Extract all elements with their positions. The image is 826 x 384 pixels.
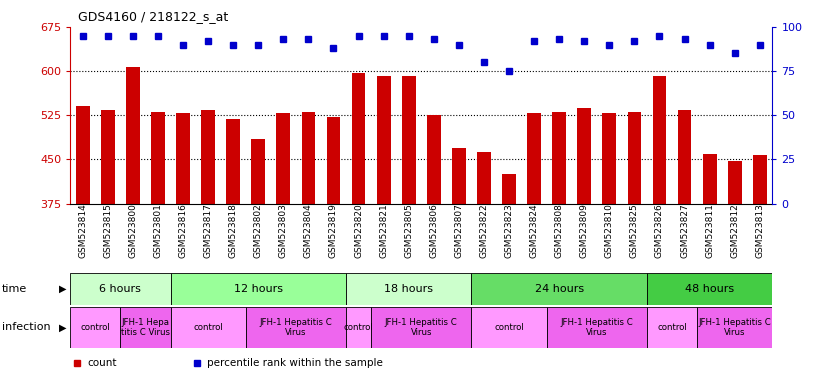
Bar [202,111,215,204]
Bar [70,307,121,348]
Text: GSM523810: GSM523810 [605,204,614,258]
Bar [728,161,742,204]
Text: GSM523807: GSM523807 [454,204,463,258]
Text: JFH-1 Hepatitis C
Virus: JFH-1 Hepatitis C Virus [560,318,634,337]
Bar [101,110,115,204]
Text: GSM523806: GSM523806 [430,204,439,258]
Bar [346,273,472,305]
Bar [352,73,365,204]
Text: 12 hours: 12 hours [234,284,282,294]
Text: control: control [344,323,373,332]
Text: GSM523815: GSM523815 [103,204,112,258]
Text: GSM523823: GSM523823 [505,204,514,258]
Bar [176,113,190,204]
Bar [697,307,772,348]
Bar [502,174,516,204]
Bar [226,119,240,204]
Bar [326,117,340,204]
Bar [377,76,391,204]
Text: GSM523818: GSM523818 [229,204,238,258]
Text: 18 hours: 18 hours [384,284,433,294]
Bar [547,307,647,348]
Text: GSM523800: GSM523800 [128,204,137,258]
Bar [170,307,246,348]
Text: JFH-1 Hepatitis C
Virus: JFH-1 Hepatitis C Virus [385,318,458,337]
Bar [452,148,466,204]
Text: GSM523819: GSM523819 [329,204,338,258]
Bar [677,110,691,204]
Bar [472,273,647,305]
Bar [246,307,346,348]
Bar [527,113,541,204]
Text: GSM523820: GSM523820 [354,204,363,258]
Text: 24 hours: 24 hours [534,284,584,294]
Text: GSM523821: GSM523821 [379,204,388,258]
Text: 48 hours: 48 hours [685,284,734,294]
Text: GSM523809: GSM523809 [580,204,589,258]
Bar [577,108,591,204]
Bar [553,112,566,204]
Text: percentile rank within the sample: percentile rank within the sample [207,358,383,368]
Bar [346,307,371,348]
Bar [602,113,616,204]
Bar [628,112,641,204]
Bar [251,139,265,204]
Text: control: control [193,323,223,332]
Bar [427,115,441,204]
Text: GSM523826: GSM523826 [655,204,664,258]
Bar [301,112,316,204]
Text: time: time [2,284,27,294]
Text: GSM523813: GSM523813 [755,204,764,258]
Text: GSM523814: GSM523814 [78,204,88,258]
Bar [170,273,346,305]
Text: GDS4160 / 218122_s_at: GDS4160 / 218122_s_at [78,10,229,23]
Text: ▶: ▶ [59,322,66,333]
Text: GSM523822: GSM523822 [479,204,488,258]
Text: infection: infection [2,322,50,333]
Text: JFH-1 Hepatitis C
Virus: JFH-1 Hepatitis C Virus [698,318,771,337]
Text: control: control [657,323,687,332]
Bar [70,273,170,305]
Text: GSM523801: GSM523801 [154,204,163,258]
Text: control: control [80,323,110,332]
Bar [401,76,415,204]
Bar [371,307,472,348]
Text: GSM523824: GSM523824 [529,204,539,258]
Text: GSM523803: GSM523803 [279,204,287,258]
Text: count: count [88,358,117,368]
Text: control: control [494,323,524,332]
Bar [752,155,767,204]
Bar [151,112,165,204]
Bar [703,154,716,204]
Bar [277,113,290,204]
Text: GSM523804: GSM523804 [304,204,313,258]
Bar [76,106,90,204]
Text: GSM523816: GSM523816 [178,204,188,258]
Bar [477,152,491,204]
Text: GSM523808: GSM523808 [555,204,563,258]
Text: GSM523802: GSM523802 [254,204,263,258]
Text: GSM523812: GSM523812 [730,204,739,258]
Bar [472,307,547,348]
Text: GSM523825: GSM523825 [630,204,638,258]
Text: GSM523817: GSM523817 [204,204,212,258]
Bar [121,307,170,348]
Bar [647,273,772,305]
Bar [647,307,697,348]
Text: 6 hours: 6 hours [99,284,141,294]
Text: ▶: ▶ [59,284,66,294]
Bar [126,67,140,204]
Text: JFH-1 Hepatitis C
Virus: JFH-1 Hepatitis C Virus [259,318,332,337]
Text: GSM523805: GSM523805 [404,204,413,258]
Text: JFH-1 Hepa
titis C Virus: JFH-1 Hepa titis C Virus [121,318,170,337]
Text: GSM523811: GSM523811 [705,204,714,258]
Text: GSM523827: GSM523827 [680,204,689,258]
Bar [653,76,667,204]
